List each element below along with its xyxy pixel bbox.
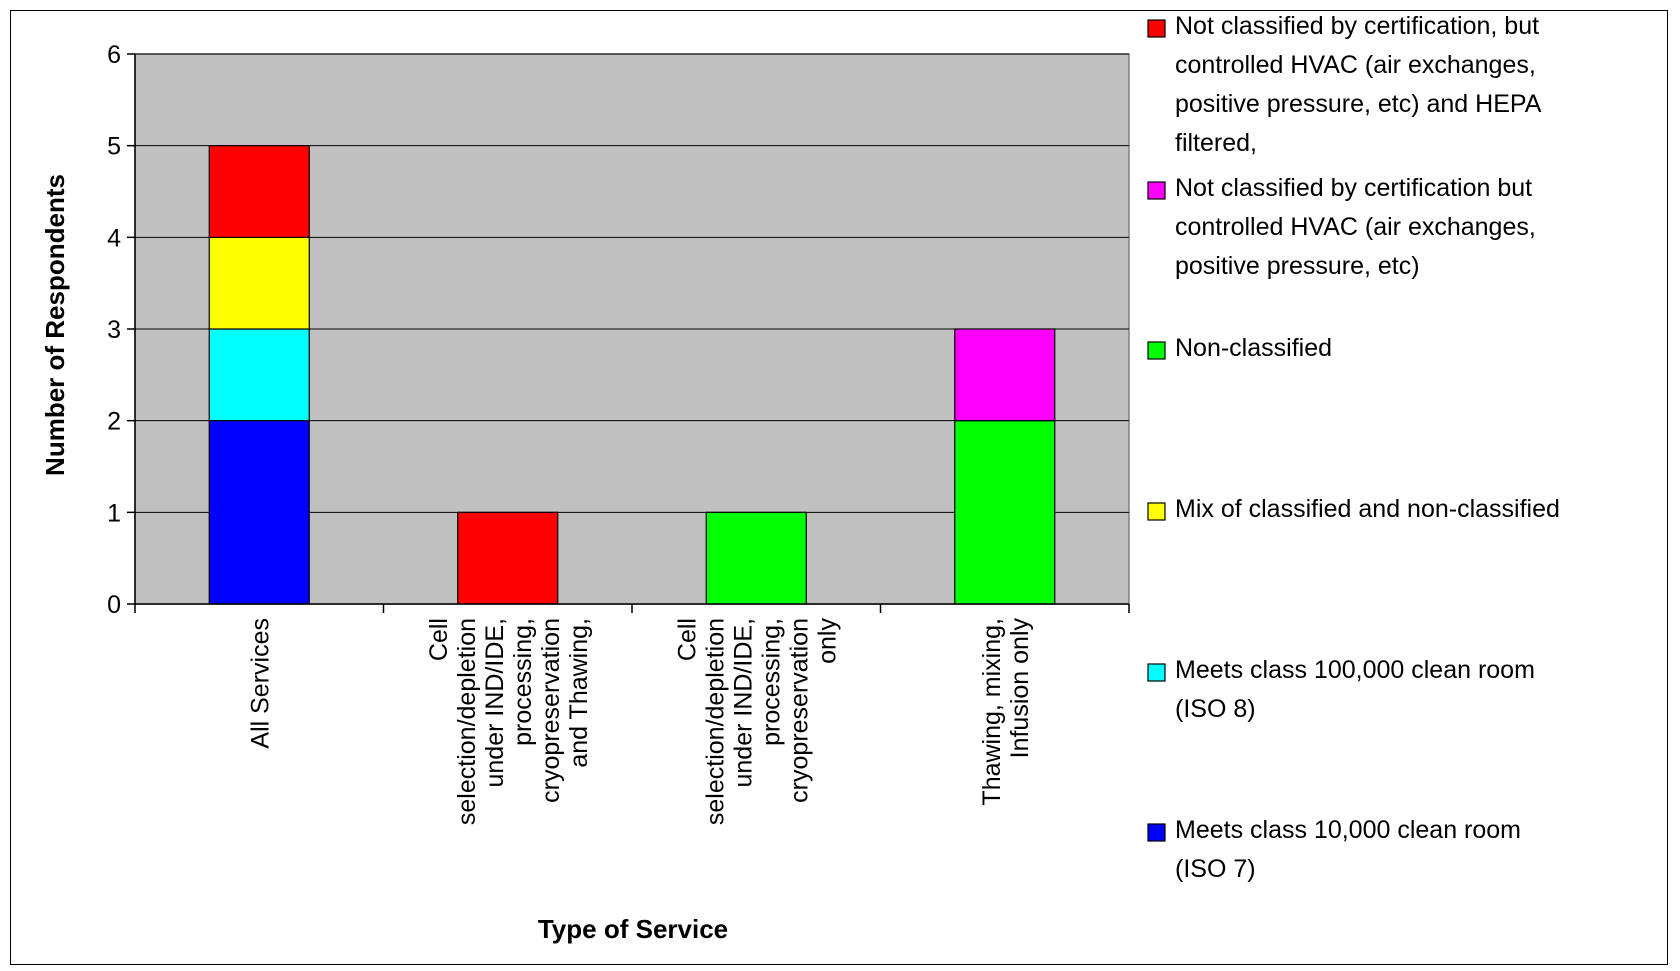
category-label-line: Infusion only xyxy=(1006,618,1034,759)
category-label-line: Cell xyxy=(425,618,453,661)
category-label: Cell selection/depletion under IND/IDE, pro… xyxy=(673,618,841,826)
bar-segment xyxy=(954,328,1056,422)
legend-label-line: Meets class 10,000 clean room xyxy=(1175,816,1521,844)
legend-label-line: controlled HVAC (air exchanges, xyxy=(1175,213,1536,241)
legend-swatch xyxy=(1147,823,1166,842)
legend-swatch xyxy=(1147,502,1166,521)
category-label-line: Cell xyxy=(673,618,701,661)
legend-item: Mix of classified and non-classified xyxy=(1147,495,1560,523)
legend: Not classified by certification, but cont… xyxy=(1147,12,1560,883)
category-label-line: selection/depletion xyxy=(701,618,729,825)
category-label-line: only xyxy=(813,618,841,664)
legend-item: Meets class 10,000 clean room (ISO 7) xyxy=(1147,816,1521,883)
category-label-line: All Services xyxy=(246,618,274,749)
category-label-line: processing, xyxy=(509,618,537,746)
legend-swatch xyxy=(1147,341,1166,360)
category-label-line: Thawing, mixing, xyxy=(978,618,1006,806)
bar-segment xyxy=(208,145,310,238)
legend-label-line: (ISO 8) xyxy=(1175,695,1256,723)
y-tick-label: 0 xyxy=(107,591,121,619)
y-tick-label: 6 xyxy=(107,41,121,69)
legend-label-line: (ISO 7) xyxy=(1175,855,1256,883)
bar-segment xyxy=(208,328,310,422)
y-tick-label: 3 xyxy=(107,316,121,344)
legend-swatch xyxy=(1147,181,1166,200)
bar-segment xyxy=(208,236,310,330)
legend-label-line: controlled HVAC (air exchanges, xyxy=(1175,51,1536,79)
legend-label-line: Non-classified xyxy=(1175,334,1332,362)
category-label-line: under IND/IDE, xyxy=(481,618,509,788)
bars xyxy=(208,145,1056,605)
category-label: Thawing, mixing, Infusion only xyxy=(978,618,1034,806)
bar-segment xyxy=(208,420,310,605)
legend-swatch xyxy=(1147,19,1166,38)
legend-swatch xyxy=(1147,663,1166,682)
legend-item: Meets class 100,000 clean room (ISO 8) xyxy=(1147,656,1535,723)
category-label-line: and Thawing, xyxy=(565,618,593,768)
legend-label-line: Meets class 100,000 clean room xyxy=(1175,656,1535,684)
category-label-line: processing, xyxy=(757,618,785,746)
category-label-line: cryopreservation xyxy=(785,618,813,803)
legend-label-line: Mix of classified and non-classified xyxy=(1175,495,1560,523)
category-label-line: selection/depletion xyxy=(453,618,481,825)
legend-item: Non-classified xyxy=(1147,334,1332,362)
legend-item: Not classified by certification but contr… xyxy=(1147,174,1536,280)
legend-label-line: filtered, xyxy=(1175,129,1257,157)
bar-segment xyxy=(457,511,559,605)
y-tick-label: 2 xyxy=(107,408,121,436)
y-axis-title: Number of Respondents xyxy=(40,174,70,476)
category-label-line: cryopreservation xyxy=(537,618,565,803)
category-label: Cell selection/depletion under IND/IDE, pro… xyxy=(425,618,593,825)
legend-label-line: positive pressure, etc) xyxy=(1175,252,1420,280)
y-tick-label: 4 xyxy=(107,224,121,252)
legend-label-line: Not classified by certification but xyxy=(1175,174,1532,202)
bar-segment xyxy=(954,420,1056,605)
x-axis-title: Type of Service xyxy=(538,914,728,944)
legend-label-line: Not classified by certification, but xyxy=(1175,12,1539,40)
bar-segment xyxy=(705,511,807,605)
y-tick-label: 1 xyxy=(107,499,121,527)
category-label-line: under IND/IDE, xyxy=(729,618,757,788)
category-label: All Services xyxy=(246,618,274,749)
y-tick-label: 5 xyxy=(107,133,121,161)
legend-item: Not classified by certification, but cont… xyxy=(1147,12,1542,157)
legend-label-line: positive pressure, etc) and HEPA xyxy=(1175,90,1542,118)
